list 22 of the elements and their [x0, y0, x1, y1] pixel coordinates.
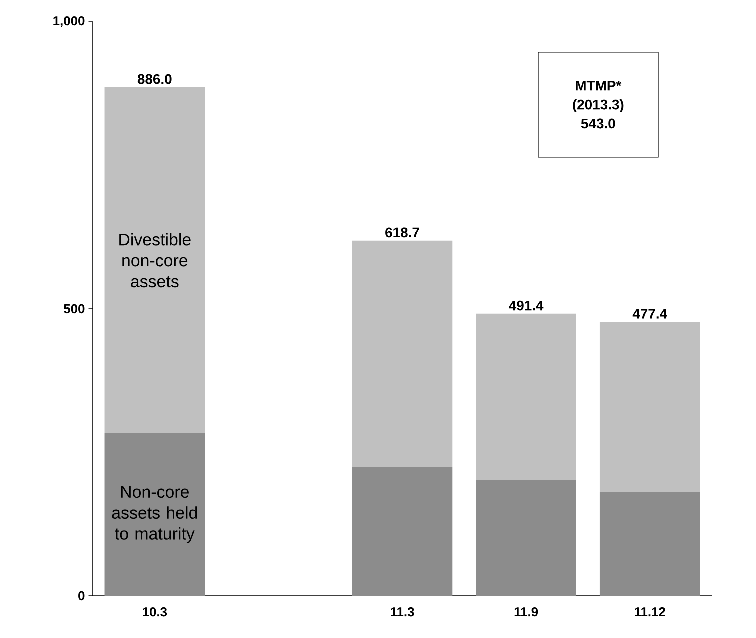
series-label: Divestible non-core assets	[120, 233, 191, 288]
y-tick-label: 500	[64, 304, 85, 314]
x-tick-label: 11.9	[514, 608, 538, 617]
bar	[104, 434, 206, 596]
bar	[476, 314, 576, 480]
total-label: 886.0	[138, 74, 172, 84]
y-tick-label: 1,000	[54, 16, 85, 28]
bar	[352, 240, 453, 468]
bar	[476, 480, 576, 596]
annotation: MTMP* (2013.3) 543.0	[573, 81, 624, 129]
total-label: 618.7	[386, 228, 420, 238]
bar	[104, 87, 206, 434]
x-tick-label: 11.3	[391, 608, 414, 617]
total-label: 477.4	[632, 309, 668, 319]
y-tick-label: 0	[78, 591, 85, 601]
bar	[600, 492, 700, 596]
bar	[352, 467, 453, 596]
x-tick-label: 10.3	[143, 608, 168, 617]
total-label: 491.4	[509, 300, 544, 311]
series-label: Non-core assets held to maturity	[112, 486, 198, 544]
x-tick-label: 11.12	[635, 608, 666, 617]
bar	[600, 322, 700, 492]
